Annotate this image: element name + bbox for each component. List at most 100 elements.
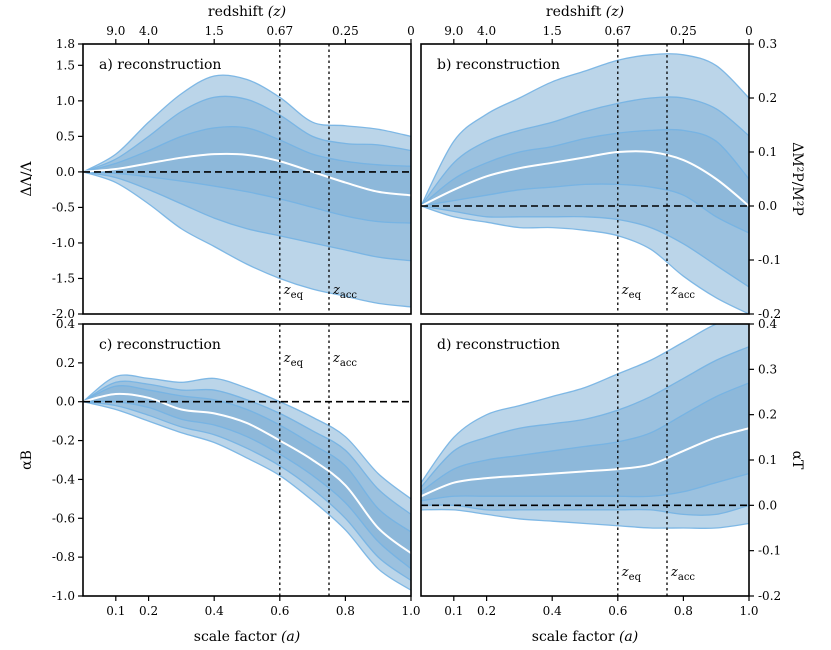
band-upper-line-3 [83, 74, 411, 173]
z-eq-label: zeq [283, 283, 304, 301]
z-acc-label: zacc [332, 283, 357, 301]
top-tick-label: 9.0 [444, 24, 463, 38]
z-symbol: z [332, 351, 340, 366]
z-subscript: acc [340, 358, 358, 369]
top-tick-label: 0.25 [332, 24, 359, 38]
y-tick-label: 0.1 [758, 453, 777, 467]
x-tick-label: 0.4 [543, 604, 562, 618]
x-tick-label: 0.2 [139, 604, 158, 618]
z-symbol: z [283, 283, 291, 298]
band-lower-line-1 [83, 171, 411, 224]
plot-area [83, 74, 411, 308]
panel-title: a) reconstruction [99, 57, 221, 73]
y-tick-label: 1.8 [56, 37, 75, 51]
y-tick-label: -0.1 [758, 253, 781, 267]
y-tick-label: -1.0 [52, 589, 75, 603]
z-subscript: acc [678, 572, 696, 583]
y-tick-label: 0.4 [56, 317, 75, 331]
x-tick-label: 0.1 [106, 604, 125, 618]
y-tick-label: 0.2 [758, 91, 777, 105]
band-upper-line-2 [421, 346, 749, 488]
y-tick-label: 0.0 [758, 498, 777, 512]
band-upper-line-2 [421, 96, 749, 207]
top-tick-label: 1.5 [205, 24, 224, 38]
z-subscript: acc [340, 290, 358, 301]
panel-frame [82, 43, 412, 315]
plot-area [421, 53, 749, 314]
scale-axis-label-right: scale factor (a) [532, 629, 638, 645]
band-lower-line-3 [421, 205, 749, 314]
band-lower-line-2 [83, 401, 411, 581]
y-tick-label: -0.2 [758, 589, 781, 603]
band-lower-line-2 [83, 171, 411, 262]
top-tick-label: 4.0 [139, 24, 158, 38]
y-tick-label: 0.0 [758, 199, 777, 213]
y-tick-label: 0.3 [758, 37, 777, 51]
y-tick-label: 0.0 [56, 165, 75, 179]
redshift-axis-label-right: redshift (z) [546, 4, 624, 20]
scale-var-text: (a) [619, 629, 638, 645]
band-lower-line-1 [421, 183, 749, 234]
y-axis-label: αB [19, 450, 35, 470]
x-tick-label: 0.1 [444, 604, 463, 618]
median-line [83, 392, 411, 555]
band-upper-line-1 [83, 125, 411, 173]
z-subscript: eq [291, 290, 304, 301]
y-tick-label: -0.8 [52, 550, 75, 564]
y-tick-label: -0.6 [52, 511, 75, 525]
y-tick-label: 0.4 [758, 317, 777, 331]
redshift-var-text: (z) [268, 4, 286, 20]
top-tick-label: 0.67 [604, 24, 631, 38]
z-acc-label: zacc [332, 351, 357, 369]
x-tick-label: 1.0 [739, 604, 758, 618]
redshift-label-text: redshift [546, 4, 602, 20]
z-subscript: acc [678, 290, 696, 301]
band-upper-line-3 [83, 374, 411, 500]
scale-var-text: (a) [281, 629, 300, 645]
z-acc-label: zacc [670, 565, 695, 583]
median-line [83, 152, 411, 197]
panel-title: c) reconstruction [99, 337, 221, 353]
y-tick-label: 0.0 [56, 395, 75, 409]
y-tick-label: -0.4 [52, 472, 76, 486]
redshift-axis-label-left: redshift (z) [208, 4, 286, 20]
scale-axis-label-left: scale factor (a) [194, 629, 300, 645]
x-tick-label: 0.6 [608, 604, 627, 618]
y-tick-label: 0.2 [56, 356, 75, 370]
y-tick-label: -0.2 [52, 434, 75, 448]
z-symbol: z [670, 565, 678, 580]
y-tick-label: -1.0 [52, 236, 75, 250]
band-upper-line-2 [83, 380, 411, 515]
top-tick-label: 9.0 [106, 24, 125, 38]
z-symbol: z [283, 351, 291, 366]
x-tick-label: 0.8 [336, 604, 355, 618]
y-tick-label: 1.0 [56, 94, 75, 108]
band-lower-line-3 [83, 401, 411, 591]
z-subscript: eq [629, 290, 642, 301]
z-acc-label: zacc [670, 283, 695, 301]
band-lower-line-3 [83, 171, 411, 308]
x-tick-label: 0.8 [674, 604, 693, 618]
y-tick-label: 1.5 [56, 58, 75, 72]
band-upper-line-2 [83, 95, 411, 173]
band-lower-line-3 [421, 508, 749, 529]
plot-area [83, 374, 411, 591]
y-tick-label: -0.5 [52, 200, 75, 214]
median-line [421, 427, 749, 498]
panel-title: d) reconstruction [437, 337, 560, 353]
top-tick-label: 4.0 [477, 24, 496, 38]
y-tick-label: -1.5 [52, 271, 75, 285]
band-upper-line-1 [83, 385, 411, 533]
band-lower-line-1 [421, 472, 749, 502]
z-symbol: z [670, 283, 678, 298]
band-lower-line-2 [421, 504, 749, 516]
y-axis-label: αT [789, 451, 805, 470]
y-tick-label: 0.1 [758, 145, 777, 159]
panel-frame [82, 323, 412, 597]
band-upper-line-3 [421, 324, 719, 484]
band-lower-line-1 [83, 400, 411, 570]
y-tick-label: -0.1 [758, 544, 781, 558]
y-tick-label: -2.0 [52, 307, 75, 321]
